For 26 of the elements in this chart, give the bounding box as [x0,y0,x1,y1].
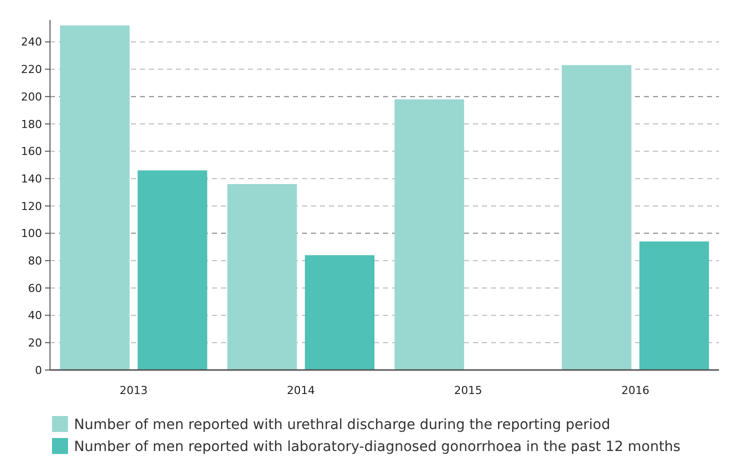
x-tick-label: 2014 [286,384,315,397]
y-tick-label: 220 [21,63,42,76]
x-tick-label: 2016 [621,384,650,397]
bar [60,25,130,370]
y-tick-label: 120 [21,200,42,213]
y-tick-label: 20 [28,336,42,350]
x-tick-label: 2013 [120,384,148,397]
y-tick-label: 140 [21,172,42,186]
bar [304,255,374,370]
bar [394,99,464,370]
y-tick-label: 60 [28,282,42,295]
legend-label: Number of men reported with urethral discharge during the reporting period [74,416,610,433]
y-tick-label: 40 [28,309,42,322]
y-tick-label: 0 [35,364,42,377]
y-tick-label: 180 [21,118,42,131]
bar [227,184,297,370]
y-tick-label: 100 [21,227,42,240]
bar [562,65,632,370]
y-tick-label: 80 [28,254,42,268]
bar [138,170,208,370]
y-tick-label: 200 [21,90,42,104]
y-tick-label: 240 [21,36,42,49]
legend-label: Number of men reported with laboratory-diagnosed gonorrhoea in the past 12 months [74,438,680,455]
x-tick-label: 2015 [454,384,482,397]
bar [639,241,709,370]
y-tick-label: 160 [21,145,42,158]
